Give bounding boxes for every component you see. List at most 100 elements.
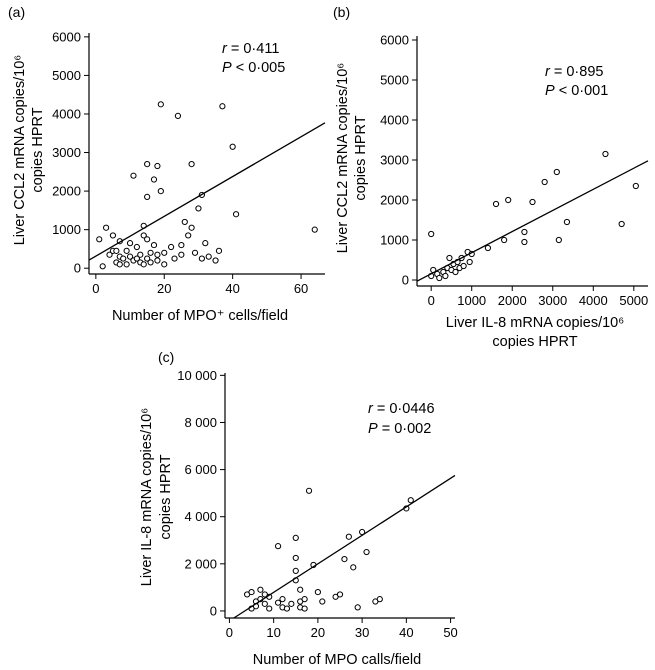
y-axis-title-a-line1: Liver CCL2 mRNA copies/10⁶ [12,55,28,246]
y-tick-label: 4 000 [184,509,217,524]
data-point [99,263,106,270]
data-point [150,241,158,249]
data-point [274,599,282,606]
x-tick-label: 40 [399,625,413,640]
data-point [171,255,178,262]
points-c [244,487,414,612]
data-point [174,112,182,120]
x-axis-title-b-line1: Liver IL-8 mRNA copies/10⁶ [446,315,624,331]
data-point [202,240,209,247]
x-tick-label: 60 [294,281,308,296]
data-point [505,196,512,204]
ticks-a: 0 20 40 60 0 1000 2000 3000 4000 5000 6000 [52,29,308,296]
regression-line [88,122,326,261]
data-point [161,261,168,268]
x-tick-label: 20 [311,625,325,640]
data-point [232,211,240,218]
data-point [266,605,273,612]
panel-label-b: (b) [333,4,350,20]
data-point [178,251,185,258]
data-point [345,533,352,540]
data-point [541,178,548,186]
data-point [178,241,185,249]
x-tick-label: 10 [266,625,280,640]
y-tick-label: 0 [74,261,81,276]
data-point [521,238,528,246]
data-point [147,249,154,256]
data-point [446,254,453,262]
data-point [460,262,467,270]
y-axis-title-b-line2: copies HPRT [353,115,369,200]
regression-line [233,474,456,619]
data-point [319,598,326,605]
stat-r-b: r = 0·895 [545,64,603,80]
data-point [555,236,562,244]
data-point [154,251,161,258]
x-tick-label: 1000 [457,293,486,308]
data-point [288,600,295,607]
y-tick-label: 2000 [380,193,409,208]
data-point [185,232,192,239]
data-point [133,255,140,262]
data-point [341,556,348,563]
regression-line [416,160,649,282]
stat-r-a: r = 0·411 [222,41,279,57]
data-point [602,150,609,158]
x-tick-label: 0 [92,281,99,296]
x-axis-title-a: Number of MPO⁺ cells/field [112,308,288,324]
data-point [96,236,103,243]
data-point [198,255,205,262]
data-point [113,247,120,254]
data-point [103,224,110,231]
panel-label-c: (c) [158,349,174,365]
x-tick-label: 0 [226,625,233,640]
data-point [188,224,195,231]
data-point [140,261,147,268]
data-point [157,187,164,195]
data-point [301,605,308,612]
data-point [350,564,357,571]
data-point [140,232,147,239]
data-point [191,249,199,256]
data-point [123,247,130,254]
data-point [407,497,414,504]
data-point [428,230,435,238]
data-point [283,605,291,612]
data-point [257,586,264,593]
y-tick-label: 8 000 [184,415,217,430]
data-point [123,261,130,268]
data-point [501,236,508,244]
data-point [248,588,255,596]
x-tick-label: 5000 [619,293,648,308]
y-axis-title-a-line2: copies HPRT [30,107,46,192]
points-a [96,101,318,270]
ticks-c: 0 10 20 30 40 50 0 2 000 4 000 6 000 8 000 10 000 [177,368,458,640]
data-point [376,596,383,603]
y-tick-label: 3000 [52,145,81,160]
x-tick-label: 40 [225,281,239,296]
y-tick-label: 10 000 [177,368,217,383]
data-point [292,534,299,542]
fit-line-b-group [416,160,649,282]
data-point [219,103,226,110]
data-point [261,600,268,607]
stat-p-b: P < 0·001 [545,83,608,99]
y-tick-label: 6 000 [184,462,217,477]
data-point [205,253,212,260]
data-point [147,259,154,266]
y-axis-title-b-line1: Liver CCL2 mRNA copies/10⁶ [335,63,351,254]
y-axis-title-c-line1: Liver IL-8 mRNA copies/10⁶ [139,408,155,586]
data-point [436,274,443,282]
panel-b: (b) 0 1000 2000 3000 4000 5000 0 1000 2000 3000 40… [333,4,649,350]
y-axis-title-c-line2: copies HPRT [158,454,174,539]
data-point [144,255,151,262]
data-point [126,253,134,260]
y-tick-label: 4000 [52,106,81,121]
data-point [154,162,161,170]
y-tick-label: 3000 [380,153,409,168]
x-tick-label: 20 [157,281,171,296]
stat-r-c: r = 0·0446 [368,401,435,417]
y-tick-label: 0 [402,273,409,288]
data-point [563,218,571,226]
